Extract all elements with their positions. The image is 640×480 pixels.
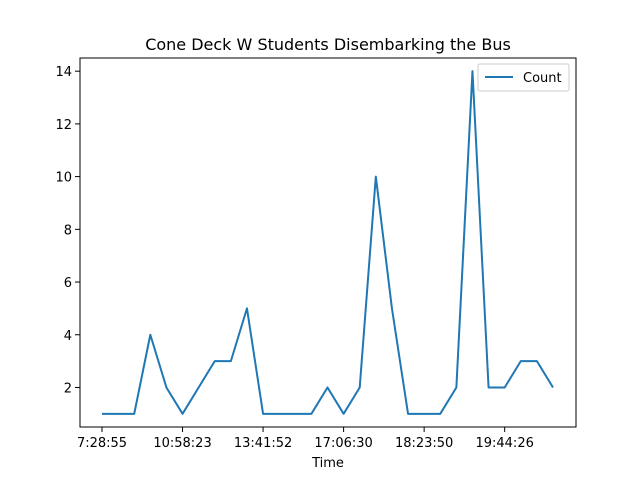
x-axis-label: Time: [311, 456, 344, 471]
chart-title: Cone Deck W Students Disembarking the Bu…: [145, 35, 511, 54]
y-tick-label: 2: [64, 381, 72, 396]
y-tick-label: 14: [55, 65, 72, 80]
x-tick-label: 18:23:50: [395, 436, 453, 451]
y-tick-label: 10: [55, 171, 72, 186]
y-axis: 2 4 6 8 10 12 14: [55, 65, 80, 396]
y-tick-label: 12: [55, 118, 72, 133]
legend-box: [477, 63, 570, 92]
series-layer: [102, 70, 554, 415]
y-tick-label: 8: [64, 223, 72, 238]
series-line-count: [102, 70, 554, 415]
x-tick-label: 17:06:30: [314, 436, 372, 451]
legend: Count: [477, 63, 570, 92]
x-tick-label: 19:44:26: [475, 436, 533, 451]
x-tick-label: 13:41:52: [234, 436, 292, 451]
legend-entry-count: Count: [523, 71, 562, 86]
x-axis: 7:28:55 10:58:23 13:41:52 17:06:30 18:23:50 1…: [77, 427, 534, 451]
plot-frame: [79, 57, 577, 428]
x-tick-label: 10:58:23: [153, 436, 211, 451]
y-tick-label: 4: [64, 329, 72, 344]
y-tick-label: 6: [64, 276, 72, 291]
x-tick-label: 7:28:55: [77, 436, 127, 451]
